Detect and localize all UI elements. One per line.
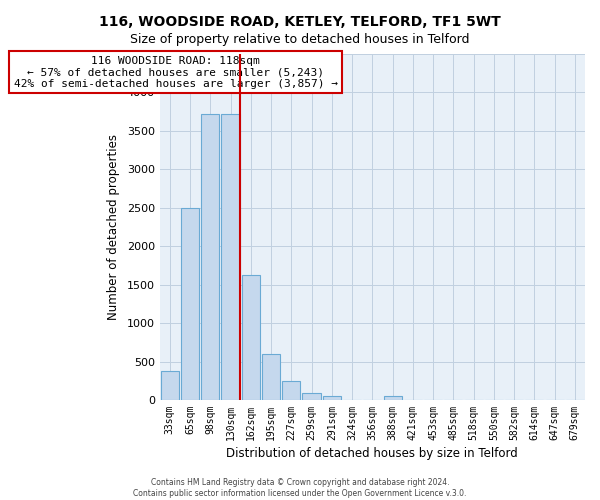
Text: 116, WOODSIDE ROAD, KETLEY, TELFORD, TF1 5WT: 116, WOODSIDE ROAD, KETLEY, TELFORD, TF1… (99, 15, 501, 29)
Bar (323, 396, 341, 400)
Text: Size of property relative to detached houses in Telford: Size of property relative to detached ho… (130, 32, 470, 46)
Bar (181, 208, 199, 400)
Bar (282, 382, 301, 400)
Bar (262, 354, 280, 400)
Bar (161, 370, 179, 400)
Bar (221, 114, 240, 400)
Text: 116 WOODSIDE ROAD: 118sqm
← 57% of detached houses are smaller (5,243)
42% of se: 116 WOODSIDE ROAD: 118sqm ← 57% of detac… (14, 56, 338, 88)
Bar (302, 393, 321, 400)
X-axis label: Distribution of detached houses by size in Telford: Distribution of detached houses by size … (226, 447, 518, 460)
Y-axis label: Number of detached properties: Number of detached properties (107, 134, 120, 320)
Text: Contains HM Land Registry data © Crown copyright and database right 2024.
Contai: Contains HM Land Registry data © Crown c… (133, 478, 467, 498)
Bar (201, 114, 220, 400)
Bar (242, 274, 260, 400)
Bar (383, 396, 402, 400)
